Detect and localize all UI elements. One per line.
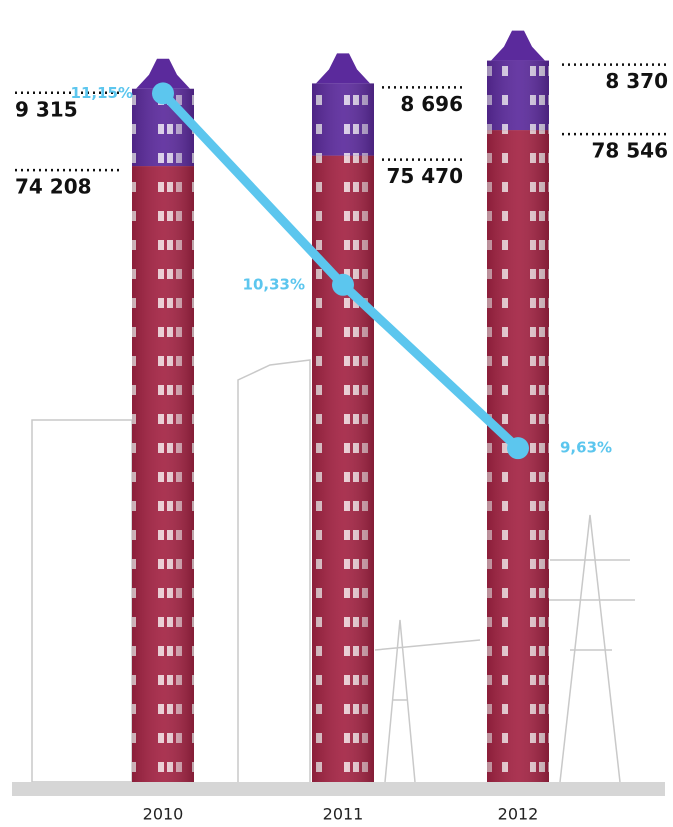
shading (132, 166, 194, 782)
roof (491, 30, 545, 61)
roof (136, 58, 190, 89)
x-tick-label: 2012 (498, 805, 539, 824)
value-label: 8 696 (400, 92, 463, 116)
percent-label: 9,63% (560, 439, 612, 457)
value-label: 74 208 (15, 175, 92, 199)
value-label: 78 546 (591, 139, 668, 163)
line-point (332, 273, 354, 296)
shading (312, 155, 374, 782)
ground (12, 782, 665, 796)
line-point (507, 437, 529, 460)
line-point (152, 82, 174, 105)
percent-label: 11,15% (71, 84, 133, 102)
shading (312, 83, 374, 156)
value-label: 8 370 (605, 69, 668, 93)
x-tick-label: 2010 (143, 805, 184, 824)
value-label: 9 315 (15, 97, 78, 121)
shading (487, 60, 549, 131)
roof (316, 53, 370, 84)
x-tick-label: 2011 (323, 805, 364, 824)
value-label: 75 470 (386, 164, 463, 188)
percent-label: 10,33% (243, 275, 305, 293)
